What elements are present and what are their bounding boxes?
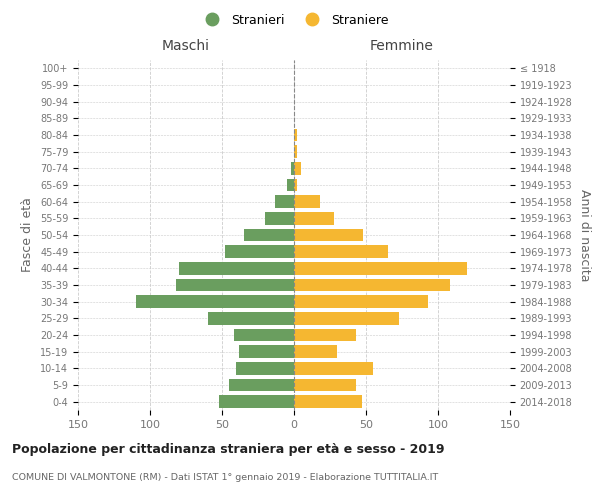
Bar	[294, 346, 337, 358]
Bar	[291, 162, 294, 174]
Bar	[294, 279, 449, 291]
Bar	[136, 296, 294, 308]
Y-axis label: Anni di nascita: Anni di nascita	[578, 188, 591, 281]
Bar	[294, 212, 334, 224]
Bar	[294, 396, 362, 408]
Bar	[294, 379, 356, 391]
Bar	[294, 179, 297, 192]
Bar	[294, 162, 301, 174]
Bar	[229, 379, 294, 391]
Bar	[294, 196, 320, 208]
Bar	[265, 212, 294, 224]
Text: Maschi: Maschi	[162, 40, 210, 54]
Bar	[294, 329, 356, 341]
Bar	[236, 362, 294, 374]
Bar	[275, 196, 294, 208]
Text: COMUNE DI VALMONTONE (RM) - Dati ISTAT 1° gennaio 2019 - Elaborazione TUTTITALIA: COMUNE DI VALMONTONE (RM) - Dati ISTAT 1…	[12, 472, 438, 482]
Text: Popolazione per cittadinanza straniera per età e sesso - 2019: Popolazione per cittadinanza straniera p…	[12, 442, 445, 456]
Bar	[244, 229, 294, 241]
Bar	[294, 262, 467, 274]
Bar	[179, 262, 294, 274]
Bar	[294, 246, 388, 258]
Bar	[294, 362, 373, 374]
Bar	[208, 312, 294, 324]
Bar	[225, 246, 294, 258]
Bar	[294, 146, 297, 158]
Y-axis label: Fasce di età: Fasce di età	[22, 198, 34, 272]
Text: Femmine: Femmine	[370, 40, 434, 54]
Bar	[239, 346, 294, 358]
Bar	[219, 396, 294, 408]
Bar	[287, 179, 294, 192]
Bar	[233, 329, 294, 341]
Bar	[294, 312, 399, 324]
Bar	[294, 229, 363, 241]
Bar	[294, 129, 297, 141]
Bar	[294, 296, 428, 308]
Legend: Stranieri, Straniere: Stranieri, Straniere	[195, 8, 393, 32]
Bar	[176, 279, 294, 291]
